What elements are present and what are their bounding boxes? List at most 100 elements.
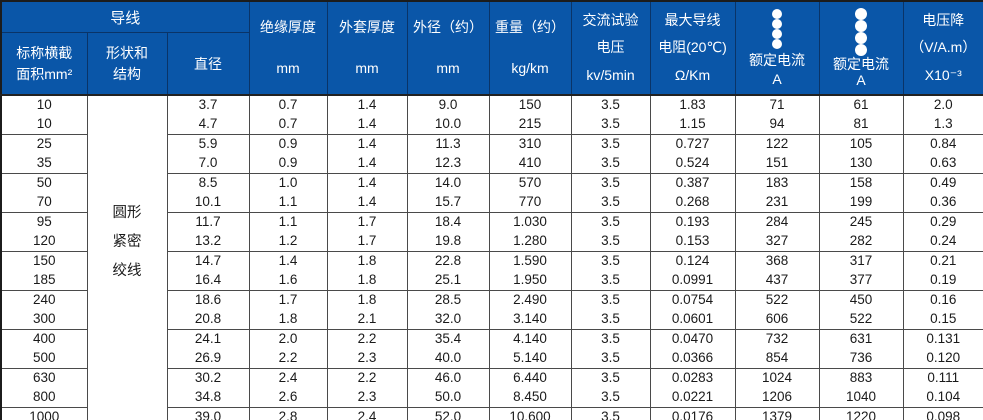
cell: 0.727 (649, 134, 736, 154)
cell: 11.3 (406, 134, 490, 154)
cell: 1.4 (326, 193, 408, 213)
cell: 0.7 (248, 115, 328, 135)
cell: 2.4 (326, 407, 408, 420)
header-voltage-drop: 电压降 （V/A.m） X10⁻³ (902, 0, 983, 96)
cell: 410 (488, 154, 572, 174)
cell: 6.440 (488, 368, 572, 388)
cell: 800 (0, 388, 88, 408)
cell: 732 (734, 329, 820, 349)
table-row: 1000 39.0 2.8 2.4 52.0 10.600 3.5 0.0176 1379 122… (0, 407, 983, 420)
cell: 3.140 (488, 310, 572, 330)
cell: 631 (818, 329, 904, 349)
cell: 13.2 (166, 232, 250, 252)
cell: 0.49 (902, 173, 983, 193)
cell: 30.2 (166, 368, 250, 388)
table-row: 35 7.0 0.9 1.4 12.3 410 3.5 0.524 151 130 0.63 (0, 154, 983, 174)
cell: 14.0 (406, 173, 490, 193)
table-row: 120 13.2 1.2 1.7 19.8 1.280 3.5 0.153 327 282 0.24 (0, 232, 983, 252)
cell: 0.111 (902, 368, 983, 388)
cell: 3.5 (570, 251, 651, 271)
cell: 0.120 (902, 349, 983, 369)
cell: 522 (818, 310, 904, 330)
cell: 1000 (0, 407, 88, 420)
cell: 3.5 (570, 407, 651, 420)
table-row: 10 圆形 紧密 绞线 3.7 0.7 1.4 9.0 150 3.5 1.83 71 61 2.0 (0, 94, 983, 420)
cell: 522 (734, 290, 820, 310)
cell: 18.6 (166, 290, 250, 310)
cell: 606 (734, 310, 820, 330)
cell: 158 (818, 173, 904, 193)
cell: 5.9 (166, 134, 250, 154)
cell: 3.5 (570, 310, 651, 330)
cell: 15.7 (406, 193, 490, 213)
table-row: 185 16.4 1.6 1.8 25.1 1.950 3.5 0.0991 437 377 0.1… (0, 271, 983, 291)
cell: 215 (488, 115, 572, 135)
cell: 1.7 (248, 290, 328, 310)
cell: 95 (0, 212, 88, 232)
header-insulation-thickness: 绝缘厚度 mm (248, 0, 328, 96)
cell: 40.0 (406, 349, 490, 369)
cell: 0.0601 (649, 310, 736, 330)
cell: 0.0470 (649, 329, 736, 349)
cell: 0.16 (902, 290, 983, 310)
cell: 1.8 (248, 310, 328, 330)
cell: 20.8 (166, 310, 250, 330)
cell: 1.4 (326, 173, 408, 193)
cell: 1.7 (326, 232, 408, 252)
table-row: 630 30.2 2.4 2.2 46.0 6.440 3.5 0.0283 1024 883 0.… (0, 368, 983, 388)
header-sheath-thickness: 外套厚度 mm (326, 0, 408, 96)
cell: 0.24 (902, 232, 983, 252)
cell: 26.9 (166, 349, 250, 369)
cell: 240 (0, 290, 88, 310)
table-row: 300 20.8 1.8 2.1 32.0 3.140 3.5 0.0601 606 522 0.1… (0, 310, 983, 330)
cell: 19.8 (406, 232, 490, 252)
cell: 18.4 (406, 212, 490, 232)
cell: 1024 (734, 368, 820, 388)
cell: 1.2 (248, 232, 328, 252)
header-diameter: 直径 (166, 32, 250, 96)
cell: 1.15 (649, 115, 736, 135)
cell: 1.3 (902, 115, 983, 135)
cell: 3.5 (570, 271, 651, 291)
cell: 2.2 (248, 349, 328, 369)
cell: 0.9 (248, 134, 328, 154)
cell: 0.0754 (649, 290, 736, 310)
cell: 1379 (734, 407, 820, 420)
cell: 50.0 (406, 388, 490, 408)
cell: 3.5 (570, 290, 651, 310)
cell: 883 (818, 368, 904, 388)
cell: 1206 (734, 388, 820, 408)
cell: 3.5 (570, 388, 651, 408)
cell: 1.7 (326, 212, 408, 232)
table-row: 400 24.1 2.0 2.2 35.4 4.140 3.5 0.0470 732 631 0.1… (0, 329, 983, 349)
cell: 3.5 (570, 329, 651, 349)
cell: 2.2 (326, 329, 408, 349)
cell: 185 (0, 271, 88, 291)
cell: 3.7 (166, 94, 250, 115)
cell: 1.590 (488, 251, 572, 271)
cell: 81 (818, 115, 904, 135)
table-body: 10 圆形 紧密 绞线 3.7 0.7 1.4 9.0 150 3.5 1.83 71 61 2.0 1… (0, 94, 983, 420)
cell: 2.8 (248, 407, 328, 420)
header-rated-current-flat: 额定电流 A (734, 0, 820, 96)
cell: 130 (818, 154, 904, 174)
table-row: 70 10.1 1.1 1.4 15.7 770 3.5 0.268 231 199 0.36 (0, 193, 983, 213)
cell: 3.5 (570, 154, 651, 174)
cell: 0.9 (248, 154, 328, 174)
cell: 150 (488, 94, 572, 115)
cell: 105 (818, 134, 904, 154)
shape-structure-cell: 圆形 紧密 绞线 (86, 94, 168, 420)
table-row: 800 34.8 2.6 2.3 50.0 8.450 3.5 0.0221 1206 1040 0… (0, 388, 983, 408)
cell: 231 (734, 193, 820, 213)
cell: 245 (818, 212, 904, 232)
cell: 22.8 (406, 251, 490, 271)
header-nominal-area: 标称横截 面积mm² (0, 32, 88, 96)
cell: 4.7 (166, 115, 250, 135)
cell: 770 (488, 193, 572, 213)
cell: 9.0 (406, 94, 490, 115)
cell: 1.950 (488, 271, 572, 291)
cell: 35 (0, 154, 88, 174)
cell: 0.36 (902, 193, 983, 213)
cell: 2.3 (326, 349, 408, 369)
